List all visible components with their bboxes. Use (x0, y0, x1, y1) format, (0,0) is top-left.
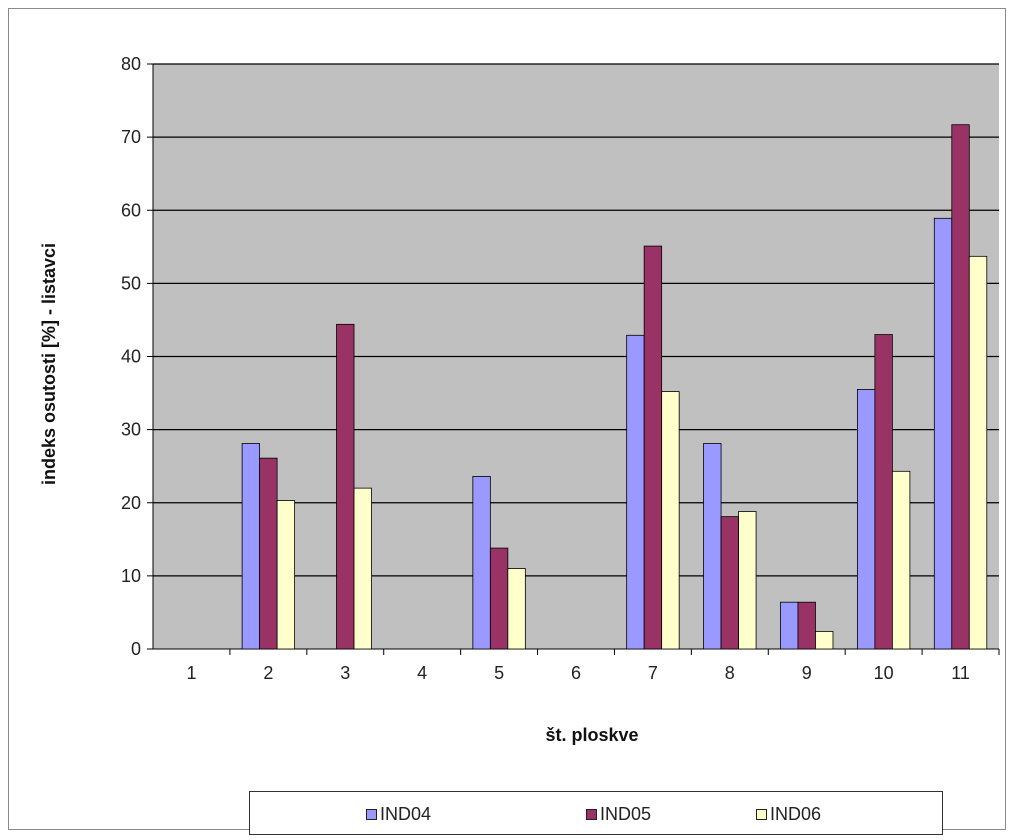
legend-item-ind05: IND05 (586, 804, 651, 825)
bar-ind06-8 (738, 511, 757, 650)
x-tick-label-2: 2 (263, 663, 273, 683)
bar-ind06-11 (968, 255, 988, 650)
bar-ind06-7 (661, 391, 680, 650)
legend-item-ind04: IND04 (366, 804, 431, 825)
bar-ind04-10 (856, 389, 876, 650)
y-tick-label-10: 10 (121, 566, 141, 586)
y-tick-label-60: 60 (121, 200, 141, 220)
bar-ind04-11 (933, 217, 953, 650)
chart-svg: 0 10 20 30 40 50 60 70 80 1 2 3 4 5 6 7 8 9 10 11 indeks os… (39, 54, 1000, 745)
y-tick-label-20: 20 (121, 493, 141, 513)
y-axis-title: indeks osutosti [%] - listavci (39, 243, 59, 485)
x-tick-label-8: 8 (725, 663, 735, 683)
bar-ind05-5 (489, 547, 509, 650)
x-tick-label-7: 7 (648, 663, 658, 683)
y-tick-label-50: 50 (121, 273, 141, 293)
x-tick-label-1: 1 (186, 663, 196, 683)
legend-swatch-ind05 (586, 809, 597, 820)
bar-ind04-7 (626, 334, 645, 650)
y-tick-label-80: 80 (121, 54, 141, 74)
legend: IND04 IND05 IND06 (249, 791, 943, 835)
y-tick-label-40: 40 (121, 347, 141, 367)
x-tick-label-9: 9 (802, 663, 812, 683)
bar-ind06-10 (891, 470, 911, 650)
bar-ind05-9 (797, 601, 816, 650)
bar-ind05-2 (259, 457, 278, 650)
bar-ind06-2 (276, 500, 296, 650)
x-tick-label-4: 4 (417, 663, 427, 683)
x-tick-label-11: 11 (951, 663, 970, 683)
bar-ind05-11 (951, 124, 970, 650)
bar-ind04-2 (241, 443, 261, 650)
x-tick-label-6: 6 (571, 663, 581, 683)
x-tick-label-5: 5 (494, 663, 504, 683)
bar-ind05-8 (720, 516, 739, 650)
x-tick-label-3: 3 (340, 663, 350, 683)
bar-ind05-7 (643, 245, 663, 650)
bar-ind05-10 (874, 334, 893, 650)
legend-item-ind06: IND06 (756, 804, 821, 825)
bar-ind04-5 (472, 476, 491, 650)
bar-ind04-8 (703, 443, 722, 650)
chart-frame: 0 10 20 30 40 50 60 70 80 1 2 3 4 5 6 7 8 9 10 11 indeks os… (8, 8, 1006, 835)
bar-ind05-3 (336, 323, 355, 650)
plot-area-group: 0 10 20 30 40 50 60 70 80 1 2 3 4 5 6 7 8 9 10 11 (121, 54, 1000, 683)
bar-ind06-9 (815, 631, 834, 650)
bar-ind06-5 (507, 568, 526, 650)
legend-swatch-ind06 (756, 809, 767, 820)
x-tick-label-10: 10 (874, 663, 894, 683)
bar-ind06-3 (353, 487, 372, 650)
legend-label-ind04: IND04 (380, 804, 432, 824)
x-axis-title: št. ploskve (545, 725, 638, 745)
legend-label-ind05: IND05 (600, 804, 652, 824)
y-tick-label-30: 30 (121, 420, 141, 440)
legend-label-ind06: IND06 (770, 804, 822, 824)
bar-ind04-9 (780, 601, 799, 650)
legend-swatch-ind04 (366, 809, 377, 820)
y-tick-label-0: 0 (131, 639, 141, 659)
y-tick-label-70: 70 (121, 127, 141, 147)
